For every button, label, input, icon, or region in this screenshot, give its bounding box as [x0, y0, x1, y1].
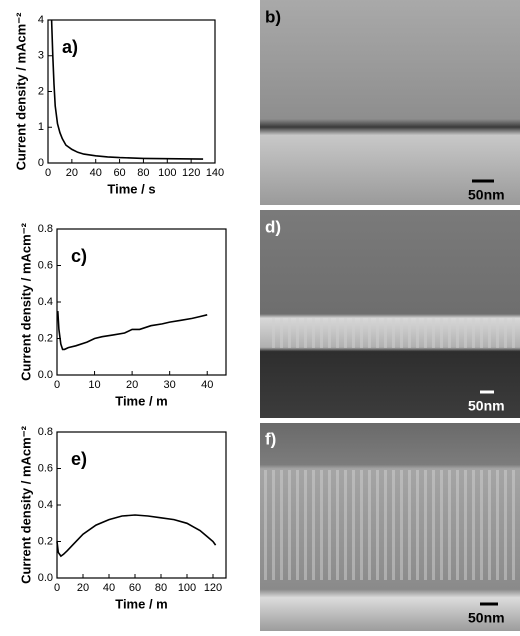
- data-line: [50, 19, 204, 160]
- x-tick-label: 100: [178, 582, 196, 594]
- y-tick-label: 0.0: [38, 369, 53, 381]
- image-label: b): [265, 7, 281, 26]
- x-tick-label: 40: [103, 582, 115, 594]
- x-tick-label: 60: [113, 167, 125, 179]
- x-tick-label: 100: [158, 167, 176, 179]
- x-axis-label: Time / m: [115, 596, 168, 611]
- x-tick-label: 0: [54, 582, 60, 594]
- x-tick-label: 140: [206, 167, 224, 179]
- y-tick-label: 0.6: [38, 259, 53, 271]
- scale-bar-label: 50nm: [468, 398, 505, 414]
- x-tick-label: 20: [77, 582, 89, 594]
- sem-image-d: d) 50nm: [260, 210, 520, 418]
- y-tick-label: 0.2: [38, 535, 53, 547]
- x-tick-label: 10: [88, 379, 100, 391]
- y-tick-label: 0.0: [38, 572, 53, 584]
- x-axis-label: Time / m: [115, 393, 168, 408]
- y-tick-label: 0.8: [38, 223, 53, 235]
- x-tick-label: 20: [66, 167, 78, 179]
- y-tick-label: 0.6: [38, 462, 53, 474]
- sem-image-f: f) 50nm: [260, 423, 520, 631]
- y-tick-label: 0.4: [38, 499, 53, 511]
- panel-label: c): [71, 246, 87, 266]
- x-tick-label: 40: [201, 379, 213, 391]
- y-tick-label: 1: [38, 121, 44, 133]
- x-tick-label: 30: [164, 379, 176, 391]
- data-line: [56, 514, 217, 558]
- scale-bar-label: 50nm: [468, 610, 505, 626]
- y-tick-label: 2: [38, 85, 44, 97]
- panel-label: e): [71, 449, 87, 469]
- y-tick-label: 0.4: [38, 296, 53, 308]
- x-tick-label: 80: [137, 167, 149, 179]
- x-tick-label: 0: [45, 167, 51, 179]
- x-tick-label: 0: [54, 379, 60, 391]
- y-axis-label: Current density / mAcm⁻²: [18, 222, 33, 381]
- y-axis-label: Current density / mAcm⁻²: [18, 425, 33, 584]
- panel-label: a): [62, 37, 78, 57]
- x-tick-label: 40: [90, 167, 102, 179]
- x-tick-label: 60: [129, 582, 141, 594]
- y-tick-label: 0: [38, 157, 44, 169]
- y-tick-label: 0.8: [38, 426, 53, 438]
- x-tick-label: 120: [182, 167, 200, 179]
- sem-image-b: b) 50nm: [260, 0, 520, 205]
- scale-bar-label: 50nm: [468, 187, 505, 203]
- y-tick-label: 3: [38, 50, 44, 62]
- y-tick-label: 0.2: [38, 332, 53, 344]
- x-tick-label: 80: [155, 582, 167, 594]
- image-label: f): [265, 429, 276, 448]
- image-label: d): [265, 217, 281, 236]
- x-tick-label: 20: [126, 379, 138, 391]
- x-tick-label: 120: [204, 582, 222, 594]
- y-tick-label: 4: [38, 14, 44, 26]
- y-axis-label: Current density / mAcm⁻²: [13, 12, 28, 171]
- data-line: [57, 311, 208, 351]
- x-axis-label: Time / s: [107, 181, 155, 196]
